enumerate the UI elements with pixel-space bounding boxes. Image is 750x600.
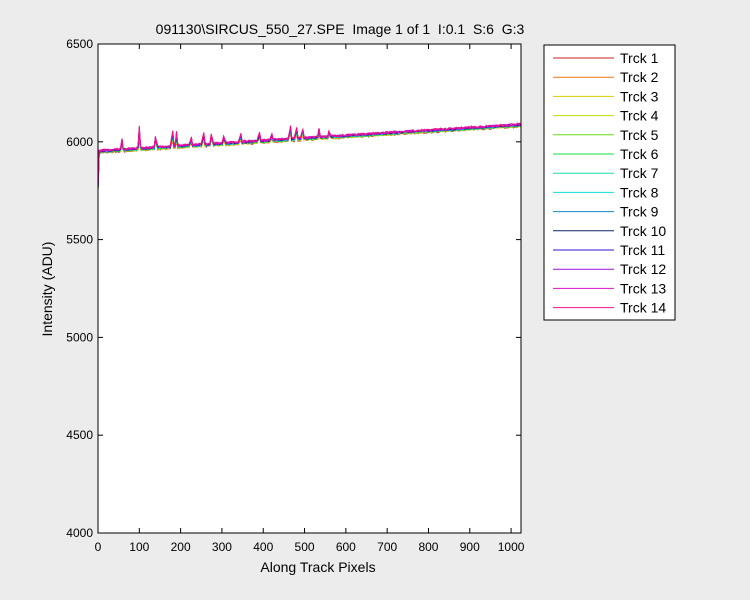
y-tick-label: 6500 [66, 37, 93, 51]
x-tick-label: 800 [418, 540, 438, 554]
legend-label: Trck 13 [620, 280, 666, 296]
legend-item: Trck 10 [553, 223, 666, 239]
y-axis: 4000 4500 5000 5500 6000 6500 [66, 37, 521, 540]
legend-item: Trck 14 [553, 300, 666, 316]
series-lines [97, 122, 522, 191]
legend-box [543, 44, 676, 321]
x-tick-label: 0 [95, 540, 102, 554]
x-tick-label: 300 [212, 540, 232, 554]
legend-item: Trck 8 [553, 184, 659, 200]
plot-frame [97, 43, 522, 534]
legend-item: Trck 5 [553, 127, 659, 143]
x-tick-label: 700 [377, 540, 397, 554]
legend-label: Trck 5 [620, 127, 659, 143]
x-tick-label: 100 [129, 540, 149, 554]
legend-item: Trck 2 [553, 69, 659, 85]
legend-label: Trck 6 [620, 146, 659, 162]
legend-item: Trck 6 [553, 146, 659, 162]
legend-label: Trck 8 [620, 184, 659, 200]
legend-label: Trck 1 [620, 50, 659, 66]
legend-items: Trck 1 Trck 2 Trck 3 Trck 4 Trck 5 Trck 6 Trck… [553, 50, 666, 316]
x-tick-label: 400 [253, 540, 273, 554]
y-axis-label: Intensity (ADU) [39, 242, 55, 337]
legend-item: Trck 4 [553, 108, 659, 124]
legend-label: Trck 3 [620, 88, 659, 104]
x-tick-label: 500 [295, 540, 315, 554]
legend-item: Trck 13 [553, 280, 666, 296]
legend: Trck 1 Trck 2 Trck 3 Trck 4 Trck 5 Trck 6 Trck… [543, 44, 676, 321]
legend-label: Trck 2 [620, 69, 659, 85]
legend-item: Trck 3 [553, 88, 659, 104]
y-tick-label: 4000 [66, 526, 93, 540]
x-axis: 0 100 200 300 400 500 600 700 800 900 1000 [95, 44, 525, 554]
chart-title: 091130\SIRCUS_550_27.SPE Image 1 of 1 I:… [156, 21, 525, 37]
legend-label: Trck 14 [620, 300, 666, 316]
x-tick-label: 1000 [498, 540, 525, 554]
legend-item: Trck 7 [553, 165, 659, 181]
y-tick-label: 5000 [66, 330, 93, 344]
x-axis-label: Along Track Pixels [260, 559, 375, 575]
legend-item: Trck 1 [553, 50, 659, 66]
y-tick-label: 6000 [66, 135, 93, 149]
series-line-14 [97, 122, 522, 188]
legend-label: Trck 7 [620, 165, 659, 181]
legend-item: Trck 11 [553, 242, 665, 258]
x-tick-label: 200 [171, 540, 191, 554]
x-tick-label: 900 [460, 540, 480, 554]
legend-label: Trck 9 [620, 204, 659, 220]
legend-label: Trck 12 [620, 261, 666, 277]
y-tick-label: 4500 [66, 428, 93, 442]
x-tick-label: 600 [336, 540, 356, 554]
legend-item: Trck 9 [553, 204, 659, 220]
legend-label: Trck 10 [620, 223, 666, 239]
legend-label: Trck 11 [620, 242, 665, 258]
legend-label: Trck 4 [620, 108, 659, 124]
legend-item: Trck 12 [553, 261, 666, 277]
y-tick-label: 5500 [66, 233, 93, 247]
plot-area [98, 44, 521, 533]
